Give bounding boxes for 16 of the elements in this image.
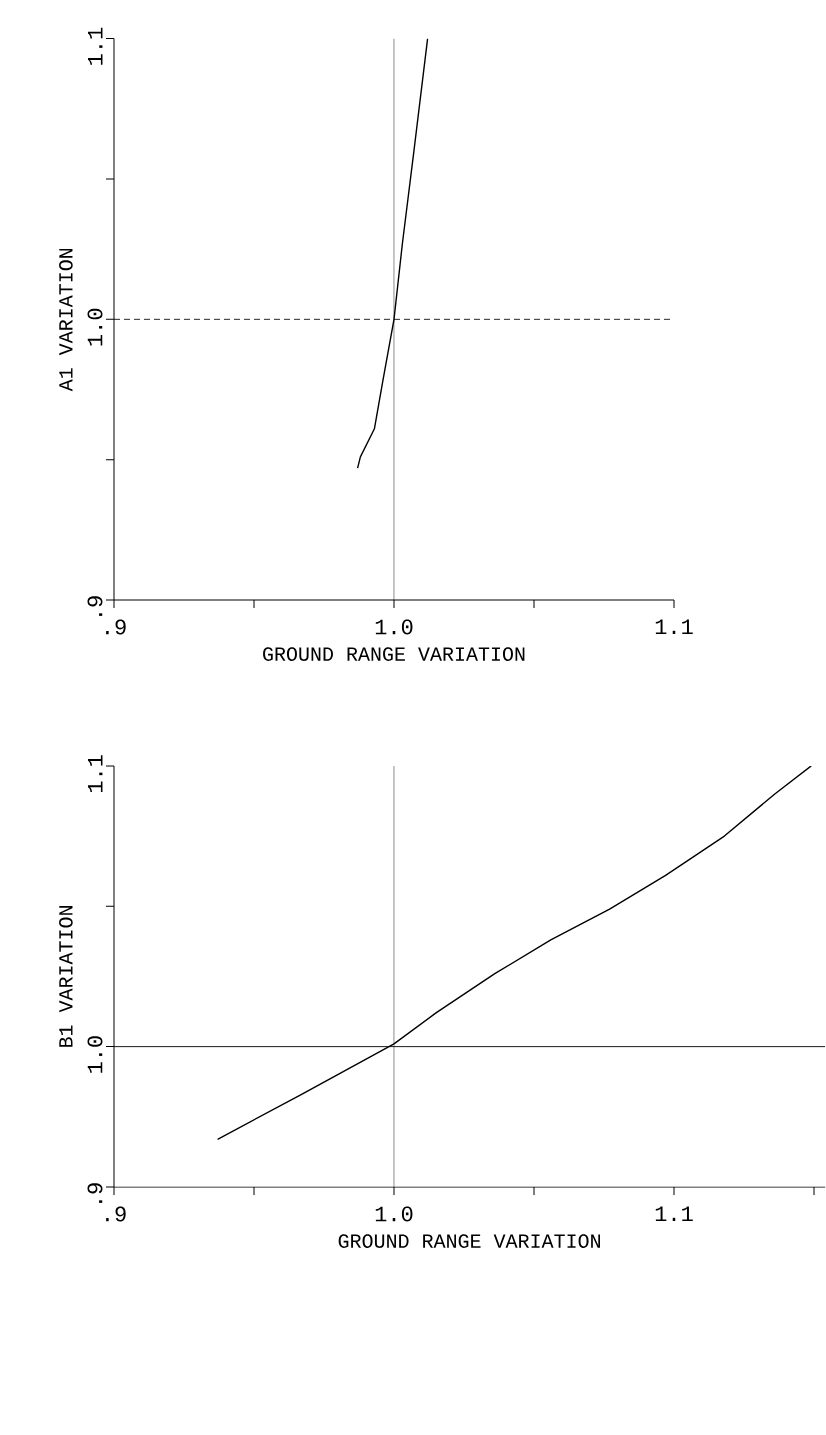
y-tick-label: .9 [87, 1183, 103, 1203]
x-tick-label: 1.1 [655, 1206, 693, 1222]
x-axis-title: GROUND RANGE VARIATION [338, 1234, 600, 1248]
x-tick-label: 1.0 [375, 619, 413, 635]
y-tick-label: 1.1 [87, 755, 103, 793]
y-tick-label: .9 [87, 596, 103, 616]
y-axis-title: B1 VARIATION [59, 906, 73, 1047]
y-axis-title: A1 VARIATION [59, 248, 73, 392]
x-axis-title: GROUND RANGE VARIATION [263, 647, 525, 661]
x-tick-label: .9 [106, 1206, 126, 1222]
x-tick-label: .9 [106, 619, 126, 635]
x-tick-label: 1.1 [655, 619, 693, 635]
y-tick-label: 1.0 [87, 1036, 103, 1073]
y-tick-label: 1.0 [87, 308, 103, 346]
y-tick-label: 1.1 [87, 27, 103, 65]
x-tick-label: 1.0 [375, 1206, 413, 1222]
